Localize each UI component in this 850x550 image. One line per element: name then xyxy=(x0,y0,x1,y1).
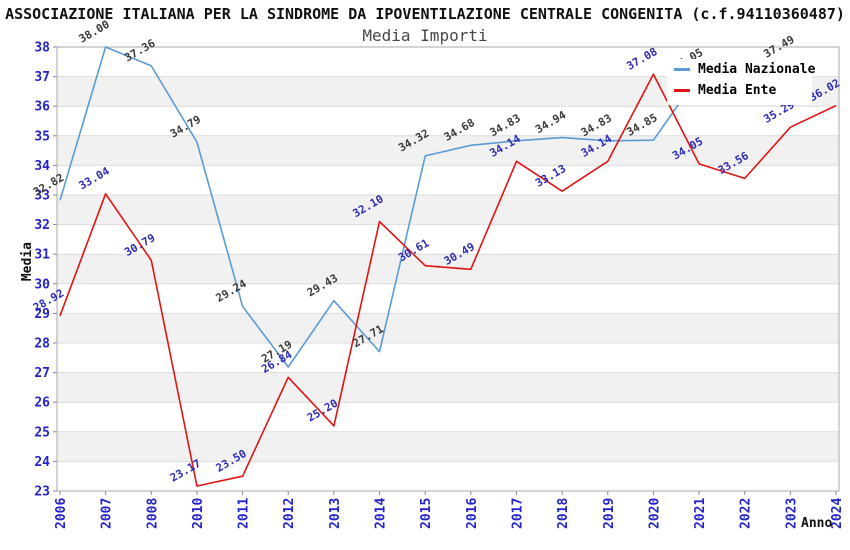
y-tick-label: 24 xyxy=(34,455,50,470)
data-label: 34.85 xyxy=(624,111,659,139)
y-tick-label: 37 xyxy=(34,70,50,85)
y-tick-label: 35 xyxy=(34,129,50,144)
x-tick-label: 2008 xyxy=(145,498,160,529)
x-tick-label: 2019 xyxy=(602,498,617,529)
x-tick-label: 2018 xyxy=(556,498,571,529)
y-tick-label: 30 xyxy=(34,277,50,292)
data-label: 33.13 xyxy=(533,162,568,190)
legend-swatch-media-nazionale-icon xyxy=(674,68,690,71)
data-label: 37.36 xyxy=(122,36,158,64)
legend-item-media-nazionale: Media Nazionale xyxy=(667,59,816,80)
series-line-media-ente xyxy=(59,73,837,487)
chart-title: ASSOCIAZIONE ITALIANA PER LA SINDROME DA… xyxy=(5,5,845,23)
plot-band xyxy=(57,313,839,343)
data-label: 37.08 xyxy=(624,45,659,73)
plot-band xyxy=(57,372,839,403)
x-tick-label: 2023 xyxy=(784,498,799,529)
series-line-media-nazionale xyxy=(59,46,791,368)
data-label: 37.49 xyxy=(761,33,796,61)
y-tick-label: 28 xyxy=(34,337,50,352)
y-tick-label: 29 xyxy=(34,307,50,322)
legend-swatch-media-ente-icon xyxy=(674,89,690,92)
y-tick-label: 26 xyxy=(34,396,50,411)
legend-label: Media Ente xyxy=(698,83,777,98)
x-tick-label: 2012 xyxy=(282,498,297,529)
legend-label: Media Nazionale xyxy=(698,62,816,77)
data-label: 38.00 xyxy=(77,18,112,46)
data-label: 34.94 xyxy=(533,108,569,136)
y-tick-label: 25 xyxy=(34,425,50,440)
x-tick-label: 2011 xyxy=(237,498,252,529)
x-tick-label: 2013 xyxy=(328,498,343,529)
x-tick-label: 2016 xyxy=(465,498,480,529)
y-tick-label: 32 xyxy=(34,218,50,233)
x-tick-label: 2020 xyxy=(647,498,662,529)
y-tick-label: 23 xyxy=(34,485,50,500)
x-tick-label: 2021 xyxy=(693,498,708,529)
x-tick-label: 2024 xyxy=(830,498,845,529)
y-tick-label: 31 xyxy=(34,248,50,263)
x-tick-label: 2014 xyxy=(374,498,389,529)
x-tick-label: 2015 xyxy=(419,498,434,529)
x-tick-label: 2006 xyxy=(54,498,69,529)
x-tick-label: 2022 xyxy=(739,498,754,529)
y-tick-label: 36 xyxy=(34,100,50,115)
y-tick-label: 33 xyxy=(34,189,50,204)
x-tick-label: 2007 xyxy=(100,498,115,529)
x-tick-label: 2017 xyxy=(510,498,525,529)
data-label: 33.04 xyxy=(77,164,113,192)
y-tick-label: 38 xyxy=(34,41,50,56)
y-axis-title: Media xyxy=(20,242,35,282)
legend-item-media-ente: Media Ente xyxy=(667,80,812,101)
legend: Media Nazionale Media Ente xyxy=(667,59,816,105)
y-tick-label: 27 xyxy=(34,366,50,381)
y-tick-label: 34 xyxy=(34,159,50,174)
chart-subtitle: Media Importi xyxy=(362,26,488,45)
x-tick-label: 2010 xyxy=(191,498,206,529)
plot-border xyxy=(56,46,840,492)
plot-band xyxy=(57,195,839,225)
plot-band xyxy=(57,254,839,284)
x-axis-title: Anno xyxy=(801,516,833,531)
plot-band xyxy=(57,431,839,462)
